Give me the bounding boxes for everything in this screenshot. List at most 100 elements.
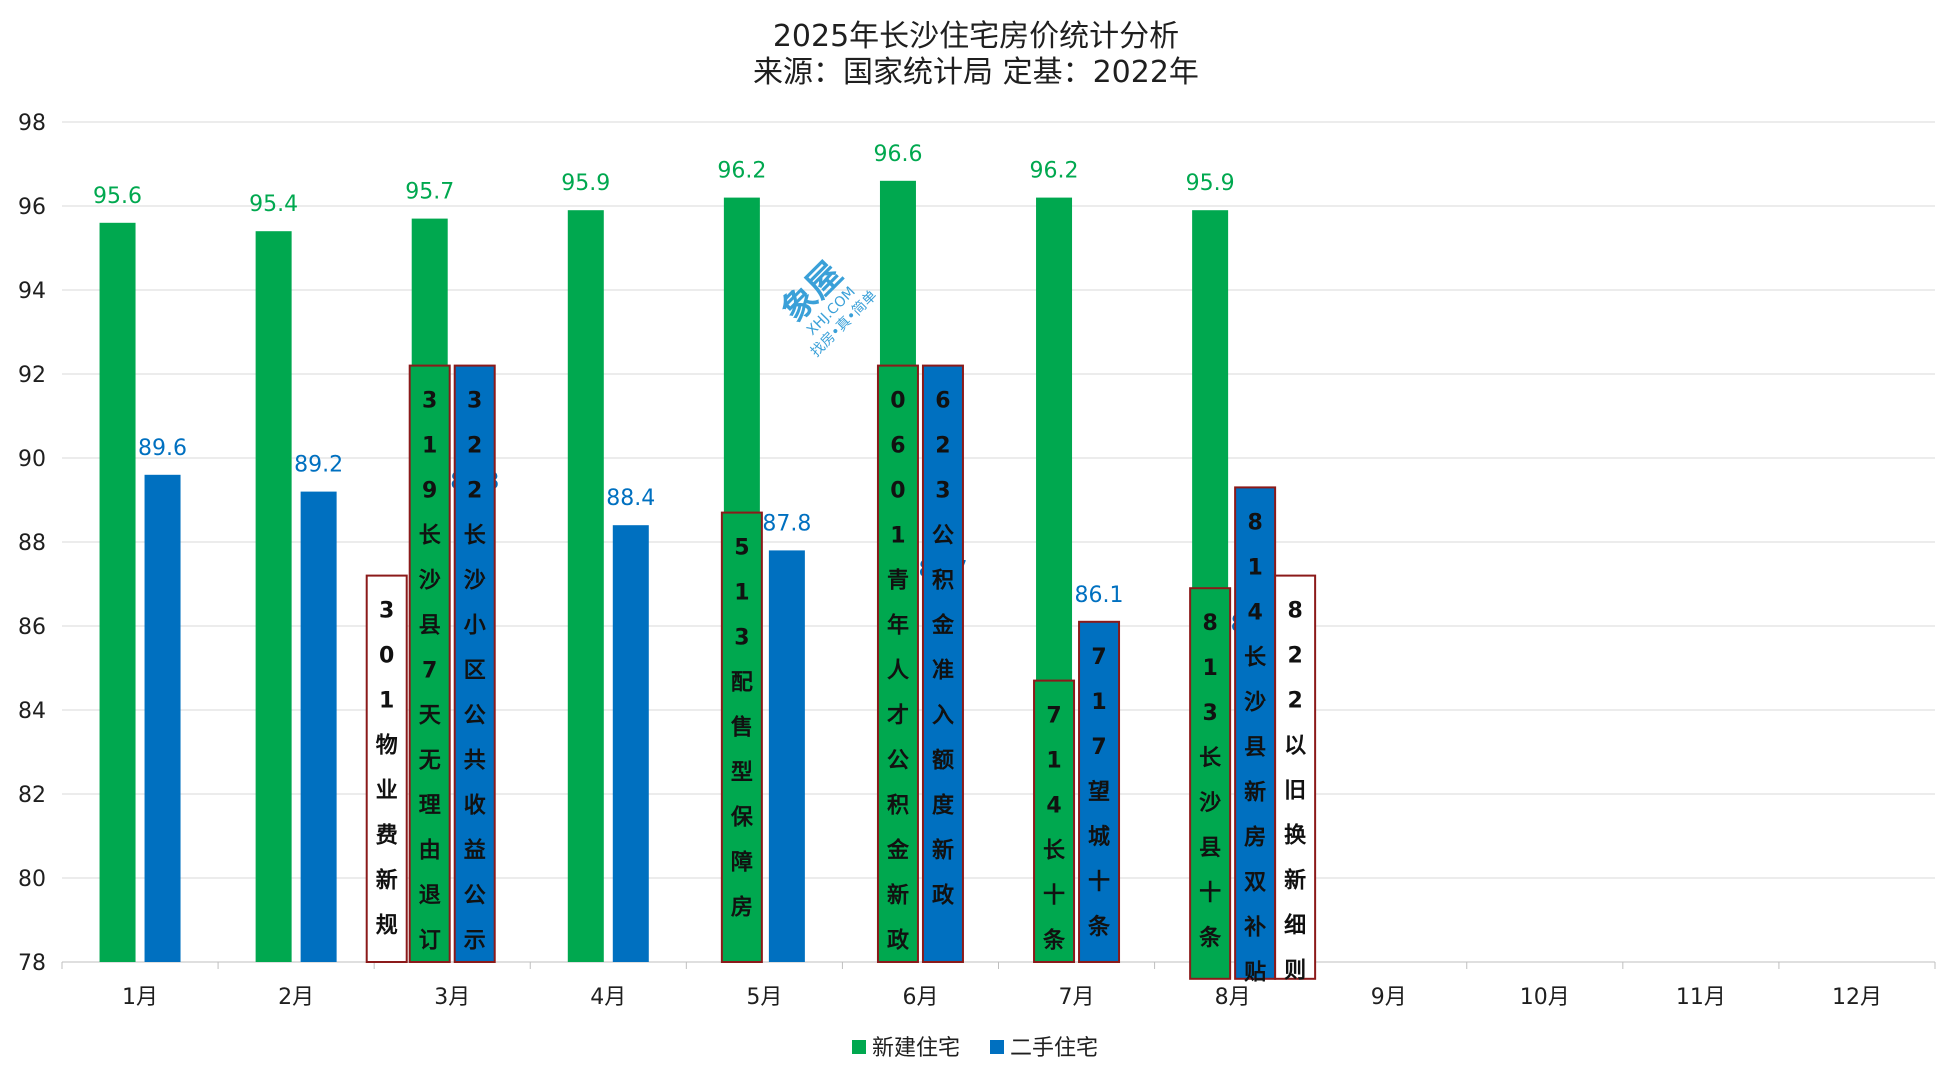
annotation-char: 1 [890,524,905,549]
annotation-char: 公 [464,884,486,909]
annotation-char: 十 [1088,870,1110,895]
annotation-char: 长 [1199,746,1222,771]
x-tick-label: 10月 [1520,985,1570,1010]
annotation-7: 7 1 4 长十条 [1033,679,1076,963]
annotation-box [921,364,964,964]
annotation-char: 1 [379,689,394,714]
bar-new-4 [567,210,604,962]
data-label: 86.1 [1075,583,1124,608]
annotation-char: 长 [1043,839,1066,864]
annotation-char: 政 [887,928,910,954]
annotation-char: 规 [376,914,398,939]
y-tick-label: 90 [18,447,46,472]
annotation-char: 金 [931,613,955,639]
data-label: 95.6 [93,184,142,209]
annotation-char: 售 [731,715,753,741]
annotation-char: 由 [419,839,441,864]
annotation-char: 补 [1243,915,1266,940]
annotation-char: 度 [932,793,955,819]
x-tick-label: 7月 [1059,985,1095,1010]
legend-label-1: 新建住宅 [872,1036,960,1061]
annotation-char: 2 [1287,689,1302,714]
y-tick-label: 84 [18,699,46,724]
y-tick-label: 96 [18,195,46,220]
annotation-char: 1 [1247,555,1262,580]
bar-second-5 [768,550,805,962]
annotation-char: 0 [890,389,905,414]
annotation-char: 4 [1247,600,1262,625]
annotation-box [1033,679,1076,963]
annotation-char: 示 [464,929,486,954]
data-label: 96.2 [1030,159,1079,184]
y-tick-label: 94 [18,279,46,304]
legend-label-2: 二手住宅 [1010,1036,1098,1061]
legend-swatch-1 [852,1040,866,1054]
annotation-char: 8 [1247,510,1262,535]
annotation-char: 2 [467,479,482,504]
annotation-char: 8 [1202,611,1217,636]
data-label: 95.4 [249,192,298,217]
annotation-char: 3 [422,389,437,414]
bar-second-4 [612,525,649,962]
annotation-char: 长 [464,524,487,549]
y-tick-label: 88 [18,531,46,556]
annotation-char: 十 [1199,881,1221,906]
y-tick-label: 82 [18,783,46,808]
annotation-char: 年 [887,613,909,639]
annotation-char: 理 [419,794,441,819]
annotation-char: 7 [1046,704,1061,729]
data-label: 95.7 [405,180,454,205]
annotation-char: 型 [731,761,753,786]
annotation-box [1234,486,1277,980]
y-tick-label: 98 [18,111,46,136]
annotation-char: 9 [422,479,437,504]
y-tick-label: 86 [18,615,46,640]
annotation-char: 换 [1284,823,1307,849]
annotation-char: 3 [379,599,394,624]
annotation-char: 1 [1046,749,1061,774]
x-tick-label: 8月 [1215,985,1251,1010]
annotation-char: 7 [1091,735,1106,760]
annotation-char: 望 [1088,780,1110,805]
annotation-char: 贴 [1244,959,1266,985]
chart-title: 2025年长沙住宅房价统计分析 [773,19,1179,54]
annotation-char: 新 [1284,868,1306,894]
annotation-char: 公 [464,704,486,729]
annotation-char: 配 [731,671,753,696]
annotation-char: 沙 [464,569,486,594]
annotation-char: 金 [886,838,910,864]
annotation-char: 订 [419,929,441,954]
annotation-box [1274,574,1317,980]
annotation-char: 双 [1244,870,1266,895]
legend: 新建住宅 二手住宅 [852,1036,1098,1061]
legend-swatch-2 [990,1040,1004,1054]
annotation-char: 积 [887,794,909,819]
annotation-char: 则 [1284,959,1306,984]
annotation-char: 房 [1244,824,1266,850]
x-tick-label: 1月 [122,985,158,1010]
annotation-char: 1 [1091,690,1106,715]
x-tick-label: 11月 [1676,985,1726,1010]
annotation-char: 青 [887,569,909,594]
annotation-char: 以 [1284,734,1306,759]
annotation-char: 5 [734,536,749,561]
annotation-char: 3 [1202,701,1217,726]
bar-new-2 [255,231,292,962]
annotation-char: 0 [890,479,905,504]
annotation-char: 才 [887,703,909,729]
chart-subtitle: 来源：国家统计局 定基：2022年 [753,55,1199,90]
annotation-char: 小 [464,614,486,639]
y-tick-label: 92 [18,363,46,388]
annotation-char: 沙 [419,569,441,594]
annotation-char: 城 [1088,824,1110,850]
data-label: 95.9 [561,171,610,196]
annotation-char: 7 [1091,645,1106,670]
x-tick-label: 3月 [434,985,470,1010]
data-label: 95.9 [1186,171,1235,196]
annotation-char: 3 [467,389,482,414]
